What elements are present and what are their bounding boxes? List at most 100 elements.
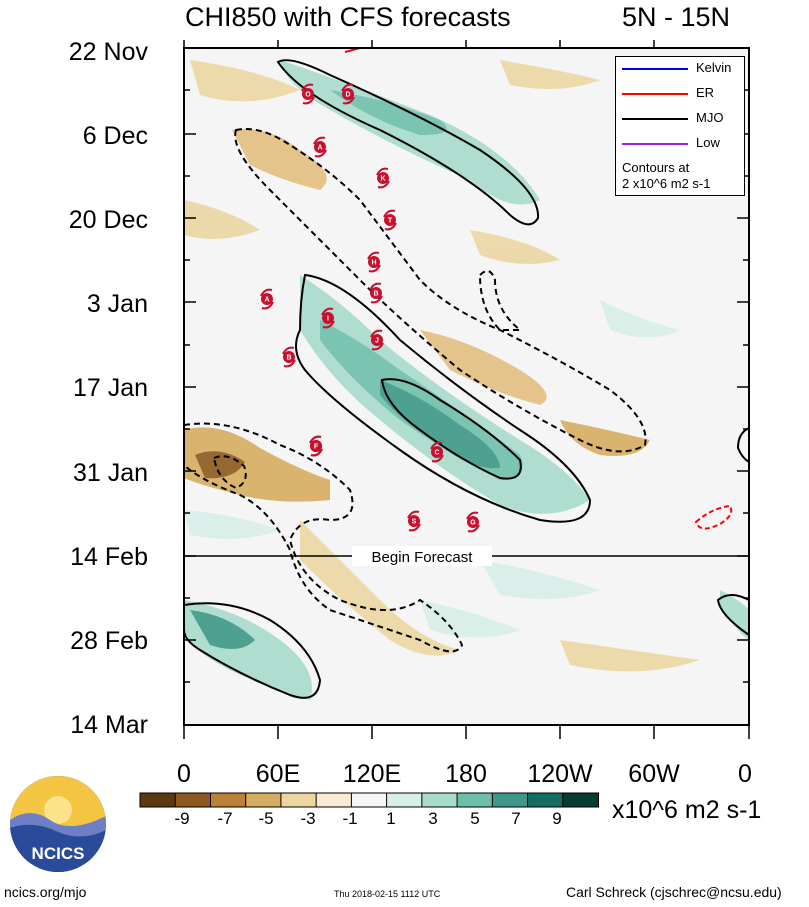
storm-marker-dot (467, 516, 479, 528)
legend-entry-mjo: MJO (622, 110, 744, 125)
colorbar-tick-label: -1 (342, 809, 358, 828)
colorbar-units: x10^6 m2 s-1 (612, 796, 762, 824)
storm-marker-dot (314, 141, 326, 153)
footer-author: Carl Schreck (cjschrec@ncsu.edu) (566, 884, 782, 900)
storm-marker-label: C (434, 450, 439, 457)
legend-entry-low: Low (622, 135, 744, 150)
storm-marker: B (282, 346, 296, 368)
storm-marker-arm (377, 180, 390, 189)
mjo-contours-negative (184, 128, 647, 653)
y-tick-label: 6 Dec (82, 122, 148, 150)
storm-marker-label: H (371, 260, 376, 267)
storm-marker-dot (342, 88, 354, 100)
y-tick-label: 28 Feb (70, 627, 148, 655)
storm-marker-label: O (305, 92, 311, 99)
ncics-logo: NCICS (10, 776, 106, 872)
storm-marker-label: T (388, 218, 393, 225)
storm-marker-arm (310, 448, 323, 457)
colorbar-swatch (209, 792, 247, 808)
colorbar-swatch (174, 792, 212, 808)
footer-url: ncics.org/mjo (4, 884, 87, 900)
y-tick-label: 3 Jan (86, 290, 148, 318)
storm-marker: J (370, 329, 384, 351)
colorbar (139, 792, 600, 808)
storm-marker-dot (370, 287, 382, 299)
legend-label: MJO (696, 110, 724, 125)
storm-marker-label: B (373, 291, 378, 298)
storm-marker-label: J (375, 338, 379, 345)
colorbar-swatch (245, 792, 282, 808)
colorbar-swatch (527, 792, 564, 808)
storm-marker-label: A (264, 297, 269, 304)
storm-marker-arm (431, 454, 444, 463)
storm-marker: B (369, 282, 383, 304)
storm-marker: F (309, 435, 323, 457)
storm-marker-arm (282, 346, 295, 355)
storm-marker: S (407, 510, 421, 532)
logo-text: NCICS (32, 844, 85, 863)
legend-entry-kelvin: Kelvin (622, 60, 744, 75)
storm-marker-arm (368, 264, 381, 273)
storm-markers: ODAKTHABIJBCFCSG (260, 83, 480, 533)
storm-marker: G (466, 511, 480, 533)
colorbar-tick-label: -9 (174, 809, 190, 828)
storm-marker-arm (370, 329, 383, 338)
storm-marker-dot (431, 446, 443, 458)
storm-marker: A (313, 136, 327, 158)
legend-note-line: Contours at (622, 160, 690, 175)
legend-entry-er: ER (622, 85, 744, 100)
storm-marker-label: S (412, 519, 417, 526)
storm-marker-dot (310, 440, 322, 452)
storm-marker-arm (302, 96, 315, 105)
x-tick-label: 120E (342, 760, 402, 788)
colorbar-swatch (280, 792, 318, 808)
storm-marker-label: B (286, 355, 291, 362)
y-tick-label: 14 Feb (70, 543, 148, 571)
storm-marker-arm (260, 288, 273, 297)
storm-marker-label: A (317, 145, 322, 152)
storm-marker: K (376, 167, 390, 189)
footer-timestamp: Thu 2018-02-15 1112 UTC (334, 889, 441, 899)
x-tick-label: 180 (445, 760, 487, 788)
y-tick-label: 14 Mar (70, 711, 148, 739)
y-tick-label: 31 Jan (72, 459, 148, 487)
y-tick-label: 20 Dec (68, 206, 148, 234)
storm-marker-arm (407, 510, 420, 519)
storm-marker-arm (384, 222, 397, 231)
storm-marker-label: F (314, 444, 319, 451)
colorbar-swatch (139, 792, 177, 808)
colorbar-swatch (315, 792, 353, 808)
colorbar-tick-label: 9 (552, 809, 562, 828)
storm-marker-dot (322, 312, 334, 324)
storm-marker-dot (408, 515, 420, 527)
storm-marker-arm (321, 307, 334, 316)
storm-marker-dot (377, 172, 389, 184)
storm-marker-arm (430, 441, 443, 450)
storm-marker: O (301, 83, 315, 105)
colorbar-tick-label: -3 (300, 809, 316, 828)
storm-marker: I (321, 307, 335, 329)
y-tick-label: 17 Jan (72, 374, 148, 402)
colorbar-tick-label: -7 (217, 809, 233, 828)
storm-marker-arm (367, 251, 380, 260)
er-contour (694, 504, 733, 530)
x-tick-label: 60E (255, 760, 301, 788)
storm-marker: H (367, 251, 381, 273)
storm-marker-label: D (345, 92, 350, 99)
legend: Kelvin ER MJO Low Contours at 2 x10^6 m2… (615, 56, 745, 196)
storm-marker-arm (261, 301, 274, 310)
storm-marker-dot (368, 256, 380, 268)
begin-forecast-label-bg (352, 546, 492, 566)
storm-marker-label: G (470, 520, 476, 527)
storm-marker-arm (371, 342, 384, 351)
storm-marker: A (260, 288, 274, 310)
begin-forecast-label: Begin Forecast (372, 549, 474, 566)
legend-note-line: 2 x10^6 m2 s-1 (622, 176, 711, 191)
colorbar-swatch (562, 792, 600, 808)
storm-marker-arm (376, 167, 389, 176)
legend-label: Low (696, 135, 720, 150)
x-tick-label: 0 (738, 760, 752, 788)
storm-marker: D (341, 83, 355, 105)
storm-marker-arm (466, 511, 479, 520)
